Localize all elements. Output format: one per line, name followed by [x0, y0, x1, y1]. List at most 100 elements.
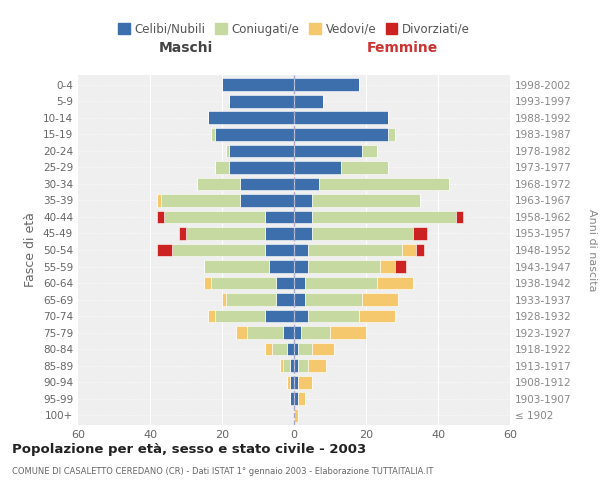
Bar	[341, 161, 388, 174]
Text: Popolazione per età, sesso e stato civile - 2003: Popolazione per età, sesso e stato civil…	[12, 442, 366, 456]
Bar	[186, 227, 265, 240]
Bar	[395, 260, 406, 273]
Bar	[308, 310, 359, 322]
Bar	[294, 276, 305, 289]
Bar	[272, 342, 287, 355]
Bar	[294, 244, 308, 256]
Bar	[305, 293, 362, 306]
Bar	[294, 376, 298, 388]
Bar	[312, 210, 456, 224]
Bar	[161, 194, 240, 207]
Bar	[305, 276, 377, 289]
Bar	[402, 244, 416, 256]
Bar	[294, 194, 312, 207]
Bar	[312, 342, 334, 355]
Bar	[265, 342, 272, 355]
Bar	[319, 178, 449, 190]
Bar	[301, 326, 330, 339]
Bar	[388, 128, 395, 141]
Bar	[240, 194, 294, 207]
Bar	[222, 293, 226, 306]
Bar	[294, 408, 298, 422]
Bar	[456, 210, 463, 224]
Bar	[312, 227, 413, 240]
Bar	[413, 227, 427, 240]
Bar	[276, 293, 294, 306]
Bar	[222, 78, 294, 92]
Bar	[265, 244, 294, 256]
Bar	[308, 359, 326, 372]
Bar	[215, 128, 294, 141]
Bar	[229, 161, 294, 174]
Text: Anni di nascita: Anni di nascita	[587, 209, 597, 291]
Bar	[265, 310, 294, 322]
Bar	[208, 310, 215, 322]
Bar	[362, 293, 398, 306]
Bar	[283, 359, 290, 372]
Bar	[294, 260, 308, 273]
Bar	[204, 260, 269, 273]
Bar	[157, 194, 161, 207]
Bar	[157, 244, 172, 256]
Bar	[294, 78, 359, 92]
Y-axis label: Fasce di età: Fasce di età	[25, 212, 37, 288]
Bar	[247, 326, 283, 339]
Bar	[215, 161, 229, 174]
Bar	[287, 376, 290, 388]
Bar	[240, 178, 294, 190]
Bar	[294, 95, 323, 108]
Bar	[298, 392, 305, 405]
Bar	[265, 210, 294, 224]
Bar	[294, 310, 308, 322]
Bar	[294, 392, 298, 405]
Bar	[416, 244, 424, 256]
Bar	[294, 144, 362, 158]
Text: Femmine: Femmine	[367, 41, 437, 55]
Bar	[208, 112, 294, 124]
Text: Maschi: Maschi	[159, 41, 213, 55]
Bar	[294, 210, 312, 224]
Bar	[226, 144, 229, 158]
Bar	[290, 392, 294, 405]
Bar	[308, 244, 402, 256]
Bar	[287, 342, 294, 355]
Bar	[211, 128, 215, 141]
Bar	[294, 293, 305, 306]
Bar	[236, 326, 247, 339]
Bar	[312, 194, 420, 207]
Bar	[294, 342, 298, 355]
Bar	[298, 359, 308, 372]
Bar	[229, 144, 294, 158]
Bar	[308, 260, 380, 273]
Bar	[164, 210, 265, 224]
Bar	[276, 276, 294, 289]
Bar	[294, 359, 298, 372]
Bar	[179, 227, 186, 240]
Bar	[280, 359, 283, 372]
Bar	[294, 227, 312, 240]
Bar	[197, 178, 240, 190]
Bar	[380, 260, 395, 273]
Bar	[294, 161, 341, 174]
Text: COMUNE DI CASALETTO CEREDANO (CR) - Dati ISTAT 1° gennaio 2003 - Elaborazione TU: COMUNE DI CASALETTO CEREDANO (CR) - Dati…	[12, 468, 433, 476]
Bar	[157, 210, 164, 224]
Legend: Celibi/Nubili, Coniugati/e, Vedovi/e, Divorziati/e: Celibi/Nubili, Coniugati/e, Vedovi/e, Di…	[113, 18, 475, 40]
Bar	[269, 260, 294, 273]
Bar	[362, 144, 377, 158]
Bar	[204, 276, 211, 289]
Bar	[330, 326, 366, 339]
Bar	[294, 326, 301, 339]
Bar	[215, 310, 265, 322]
Bar	[359, 310, 395, 322]
Bar	[294, 178, 319, 190]
Bar	[290, 376, 294, 388]
Bar	[229, 95, 294, 108]
Bar	[265, 227, 294, 240]
Bar	[294, 112, 388, 124]
Bar	[377, 276, 413, 289]
Bar	[298, 342, 312, 355]
Bar	[294, 128, 388, 141]
Bar	[172, 244, 265, 256]
Bar	[298, 376, 312, 388]
Bar	[226, 293, 276, 306]
